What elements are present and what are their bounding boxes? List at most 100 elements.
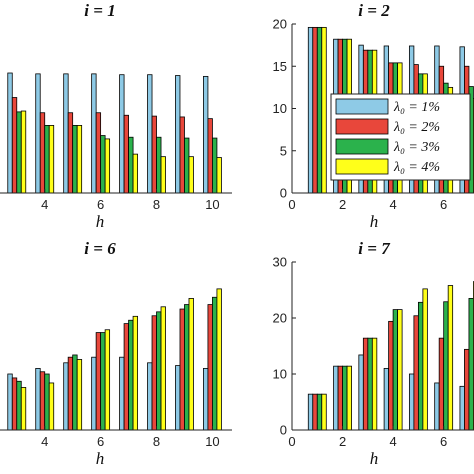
- bar-4: [397, 309, 403, 430]
- panel-4: i = 7024680102030h: [273, 239, 474, 468]
- panel-title: i = 6: [84, 239, 116, 258]
- legend-swatch: [335, 158, 389, 175]
- x-tick-label: 2: [339, 434, 346, 449]
- bar-2: [362, 337, 369, 430]
- bar-1: [358, 354, 364, 430]
- bar-4: [104, 329, 111, 430]
- panel-1: i = 1 4 6 8 10 h: [0, 1, 232, 231]
- bar-1: [63, 73, 69, 193]
- x-axis-label: h: [96, 212, 105, 231]
- bar-1: [147, 362, 153, 430]
- bar-2: [151, 315, 157, 430]
- bar-1: [119, 356, 125, 430]
- bar-3: [212, 296, 218, 430]
- y-tick-label: 5: [280, 143, 287, 158]
- bar-3: [316, 393, 323, 430]
- bar-3: [16, 111, 22, 193]
- legend-label: λ₀ = 1%: [393, 100, 440, 115]
- bar-1: [333, 365, 339, 430]
- bar-4: [447, 285, 454, 430]
- bar-3: [184, 304, 190, 430]
- bar-1: [408, 373, 415, 430]
- bar-1: [307, 26, 314, 193]
- bar-3: [443, 301, 449, 430]
- bar-1: [307, 393, 314, 430]
- legend-swatch: [335, 98, 389, 115]
- bar-4: [20, 110, 27, 193]
- x-tick-label: 4: [41, 197, 48, 212]
- bar-4: [160, 306, 166, 430]
- bar-1: [7, 373, 13, 430]
- bar-3: [156, 311, 162, 430]
- bar-4: [188, 297, 194, 430]
- panel-title: i = 7: [358, 239, 391, 258]
- legend-label: λ₀ = 4%: [393, 160, 440, 175]
- bar-4: [321, 393, 327, 430]
- bar-2: [151, 115, 157, 193]
- bar-2: [123, 323, 129, 430]
- bar-2: [39, 371, 46, 430]
- legend-label: λ₀ = 3%: [393, 140, 440, 155]
- bar-2: [123, 114, 129, 193]
- panel-3: i = 6 4 6 8 10 h: [0, 239, 232, 468]
- bar-4: [104, 138, 111, 193]
- bar-1: [91, 356, 97, 430]
- bar-1: [383, 367, 390, 430]
- bar-3: [212, 137, 218, 193]
- bar-2: [388, 320, 394, 430]
- bar-4: [132, 315, 138, 430]
- bar-3: [44, 373, 50, 430]
- bar-1: [459, 385, 465, 430]
- x-tick-label: 10: [205, 434, 219, 449]
- bar-4: [20, 387, 27, 430]
- x-tick-label: 0: [288, 434, 295, 449]
- x-tick-label: 6: [440, 434, 447, 449]
- bar-1: [91, 73, 97, 193]
- bar-2: [95, 112, 102, 193]
- x-tick-label: 8: [153, 434, 160, 449]
- x-tick-label: 4: [389, 197, 396, 212]
- bar-1: [35, 367, 41, 430]
- bar-2: [337, 365, 343, 430]
- bar-1: [175, 75, 181, 193]
- bar-4: [321, 26, 327, 193]
- bar-4: [216, 157, 222, 193]
- bar-2: [39, 112, 46, 193]
- y-tick-label: 10: [273, 367, 287, 382]
- bar-1: [203, 75, 209, 193]
- y-tick-label: 30: [273, 255, 287, 270]
- bar-4: [48, 382, 55, 430]
- bar-3: [16, 380, 22, 430]
- bar-3: [128, 319, 134, 430]
- bar-3: [184, 137, 190, 193]
- bar-4: [48, 125, 55, 193]
- bar-4: [76, 125, 83, 193]
- bar-3: [392, 309, 399, 430]
- x-axis-label: h: [96, 449, 105, 468]
- y-tick-label: 0: [280, 186, 287, 201]
- bar-4: [160, 156, 166, 193]
- legend-swatch: [335, 138, 389, 155]
- bar-3: [367, 337, 373, 430]
- bar-3: [72, 354, 78, 430]
- y-tick-label: 10: [273, 101, 287, 116]
- bar-2: [438, 337, 445, 430]
- bar-4: [216, 288, 222, 430]
- bar-1: [203, 367, 209, 430]
- y-tick-label: 15: [273, 59, 287, 74]
- y-tick-label: 20: [273, 311, 287, 326]
- legend: λ₀ = 1% λ₀ = 2% λ₀ = 3% λ₀ = 4%: [330, 93, 471, 181]
- x-tick-label: 8: [153, 197, 160, 212]
- legend-label: λ₀ = 2%: [393, 120, 440, 135]
- bar-1: [7, 72, 13, 193]
- bars: [7, 72, 222, 193]
- bar-3: [417, 301, 424, 430]
- bar-2: [312, 393, 318, 430]
- bar-1: [35, 73, 41, 193]
- bar-3: [100, 332, 106, 430]
- x-tick-label: 6: [440, 197, 447, 212]
- bar-4: [346, 365, 352, 430]
- bar-3: [316, 26, 323, 193]
- bar-3: [100, 135, 106, 193]
